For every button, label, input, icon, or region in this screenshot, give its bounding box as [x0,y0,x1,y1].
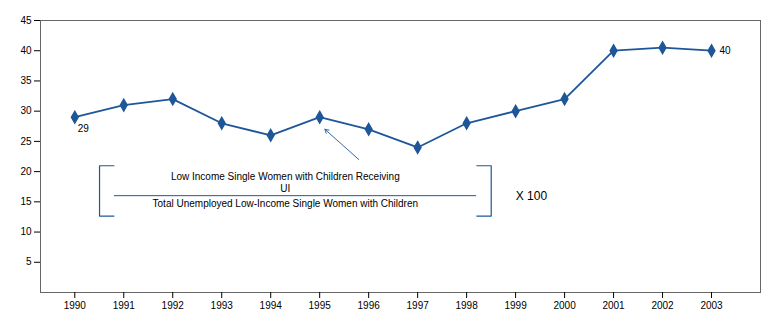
svg-text:2002: 2002 [651,300,674,311]
svg-text:1997: 1997 [407,300,430,311]
svg-text:2000: 2000 [553,300,576,311]
svg-text:Total Unemployed Low-Income Si: Total Unemployed Low-Income Single Women… [153,198,419,209]
svg-text:40: 40 [720,45,732,56]
svg-text:1990: 1990 [64,300,87,311]
svg-text:2001: 2001 [602,300,625,311]
svg-text:2003: 2003 [700,300,723,311]
svg-text:15: 15 [20,196,32,207]
svg-text:1992: 1992 [162,300,185,311]
svg-text:1994: 1994 [260,300,283,311]
svg-text:30: 30 [20,105,32,116]
svg-text:10: 10 [20,226,32,237]
svg-text:40: 40 [20,45,32,56]
svg-text:1993: 1993 [211,300,234,311]
svg-text:1999: 1999 [504,300,527,311]
svg-text:5: 5 [26,256,32,267]
svg-text:UI: UI [280,183,290,194]
svg-text:29: 29 [78,123,90,134]
svg-text:X 100: X 100 [516,189,548,203]
svg-text:1995: 1995 [309,300,332,311]
svg-text:25: 25 [20,136,32,147]
svg-text:20: 20 [20,166,32,177]
svg-text:1991: 1991 [113,300,136,311]
svg-text:Low Income Single Women with C: Low Income Single Women with Children Re… [171,171,400,182]
svg-text:45: 45 [20,15,32,26]
svg-text:1998: 1998 [455,300,478,311]
svg-text:35: 35 [20,75,32,86]
svg-text:1996: 1996 [358,300,381,311]
